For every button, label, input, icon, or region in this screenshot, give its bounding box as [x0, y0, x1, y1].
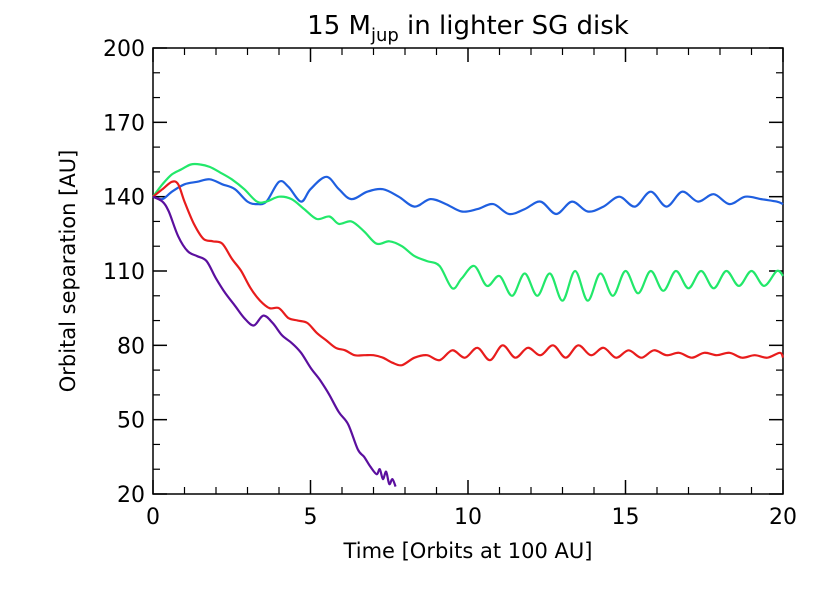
series-layer: [152, 162, 785, 488]
x-tick-label: 15: [612, 505, 640, 530]
x-tick-label: 0: [146, 505, 160, 530]
y-axis-ticks: 20 50 80 110 140 170 200: [103, 37, 783, 508]
y-axis-label: Orbital separation [AU]: [56, 150, 80, 393]
x-axis-label: Time [Orbits at 100 AU]: [343, 539, 593, 563]
series-line-3: [152, 180, 785, 367]
y-tick-label: 170: [103, 111, 145, 136]
series-line-1: [152, 175, 784, 216]
series-line-2: [152, 162, 784, 302]
series-line-4: [152, 195, 397, 488]
y-tick-label: 140: [103, 186, 145, 211]
title-main: 15 M: [307, 11, 371, 41]
y-tick-label: 50: [117, 409, 145, 434]
title-suffix: in lighter SG disk: [399, 11, 629, 41]
x-tick-label: 10: [454, 505, 482, 530]
y-tick-label: 80: [117, 334, 145, 359]
x-axis-ticks: 0 5 10 15 20: [146, 48, 797, 530]
chart-title-text: 15 Mjup in lighter SG disk: [307, 11, 629, 46]
title-subscript: jup: [370, 25, 399, 46]
x-tick-label: 5: [304, 505, 318, 530]
chart-title: 15 Mjup in lighter SG disk: [307, 11, 629, 46]
y-tick-label: 110: [103, 260, 145, 285]
y-tick-label: 20: [117, 483, 145, 508]
y-tick-label: 200: [103, 37, 145, 62]
x-tick-label: 20: [769, 505, 797, 530]
